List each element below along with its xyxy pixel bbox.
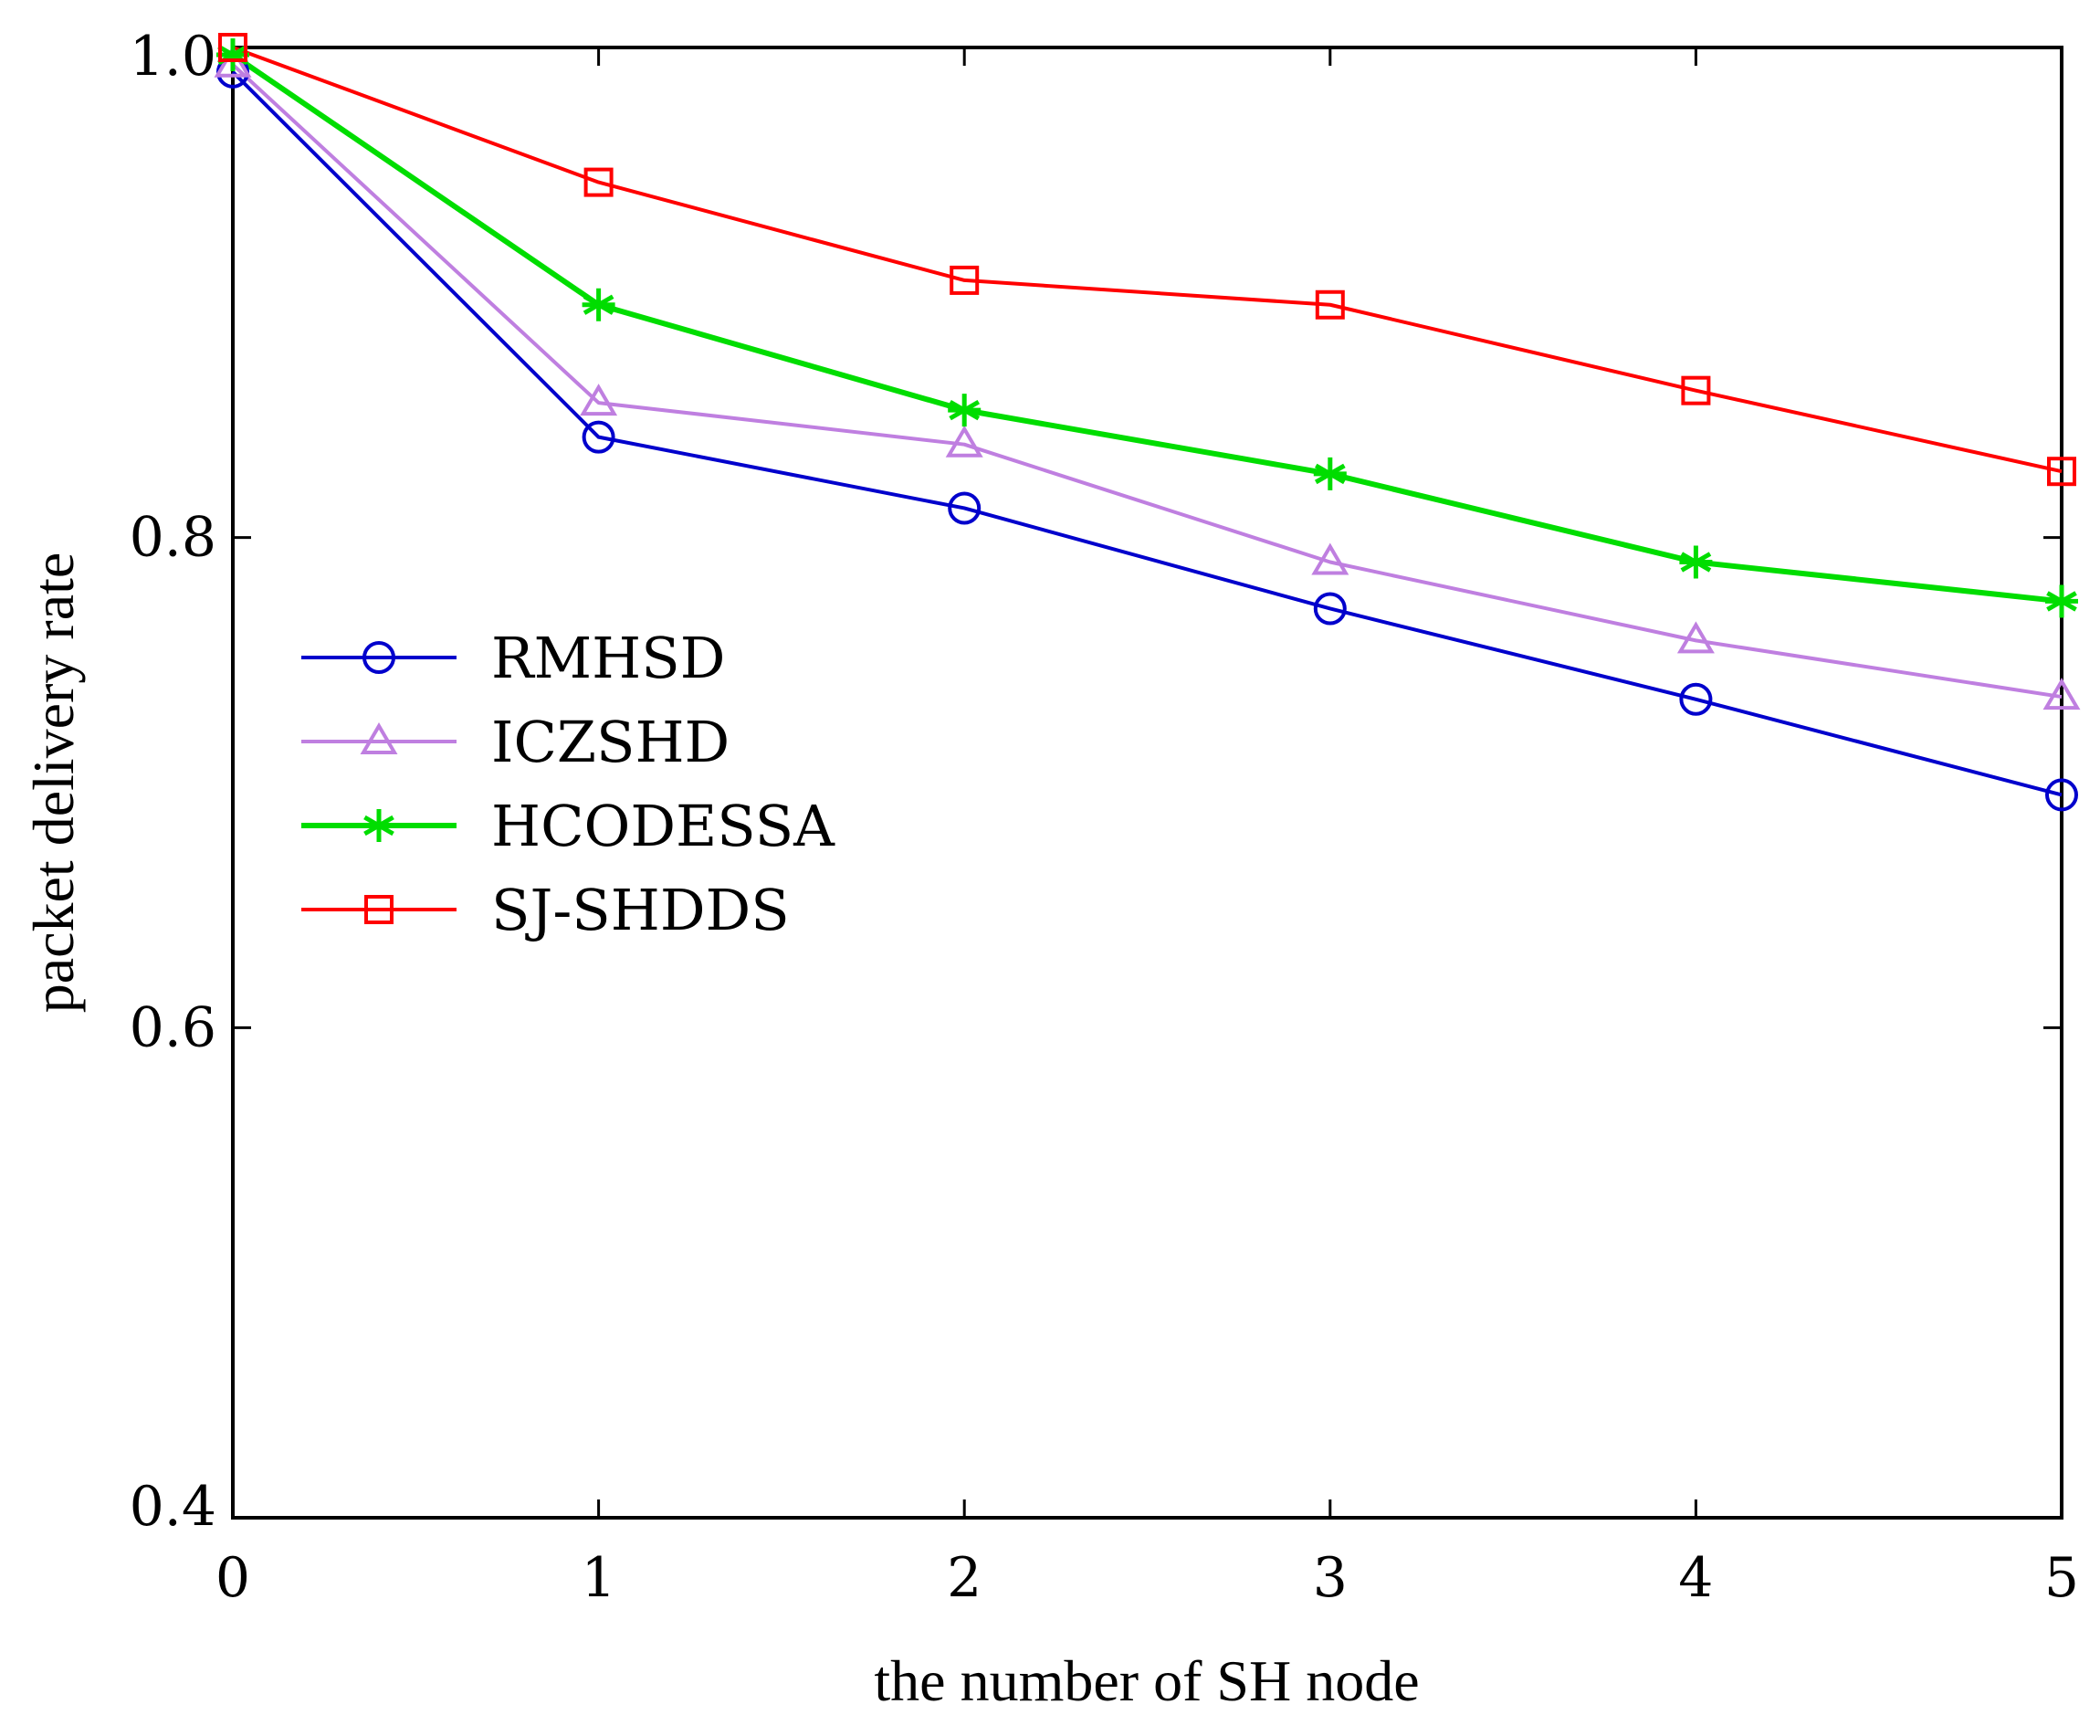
data-point-hcodessa: [2045, 584, 2078, 618]
series-line-hcodessa: [231, 52, 2063, 605]
legend: RMHSD ICZSHD HCODESSA SJ-SHDDS: [301, 625, 835, 943]
legend-marker-sj-shdds: [364, 895, 394, 924]
series-line-sj-shdds: [232, 46, 2063, 474]
legend-marker-rmhsd: [362, 641, 395, 674]
data-point-sj-shdds: [950, 265, 980, 295]
data-point-rmhsd: [948, 491, 982, 525]
series-line-rmhsd: [231, 70, 2063, 797]
y-tick-label: 0.4: [130, 1475, 216, 1539]
x-tick-label: 0: [215, 1546, 250, 1610]
data-point-rmhsd: [1313, 592, 1347, 626]
series-lines: [231, 46, 2063, 797]
legend-marker-hcodessa: [362, 809, 395, 842]
legend-label-iczshd: ICZSHD: [491, 709, 730, 775]
axis-ticks: 0 1 2 3 4 5 0.4 0.6 0.8 1.0: [130, 25, 2080, 1610]
data-point-hcodessa: [1313, 457, 1347, 490]
data-point-hcodessa: [582, 288, 615, 321]
data-point-rmhsd: [2045, 778, 2078, 812]
data-point-hcodessa: [948, 394, 982, 427]
data-point-iczshd: [945, 425, 983, 458]
data-point-iczshd: [1311, 542, 1349, 575]
legend-label-hcodessa: HCODESSA: [491, 793, 835, 859]
y-tick-label: 0.6: [130, 995, 216, 1059]
data-point-hcodessa: [1679, 545, 1713, 579]
x-tick-label: 4: [1678, 1546, 1713, 1610]
x-axis-title: the number of SH node: [874, 1648, 1419, 1713]
x-tick-label: 5: [2044, 1546, 2079, 1610]
y-tick-label: 1.0: [130, 25, 216, 89]
data-point-rmhsd: [582, 420, 615, 454]
legend-marker-iczshd: [360, 722, 398, 754]
series-markers: [214, 33, 2081, 812]
y-tick-label: 0.8: [130, 506, 216, 570]
series-line-iczshd: [231, 63, 2063, 700]
y-axis-title: packet delivery rate: [21, 552, 86, 1014]
x-tick-label: 3: [1313, 1546, 1348, 1610]
data-point-sj-shdds: [218, 33, 247, 62]
data-point-iczshd: [2042, 678, 2081, 710]
data-point-iczshd: [1676, 621, 1715, 654]
data-point-iczshd: [580, 384, 618, 416]
legend-label-rmhsd: RMHSD: [491, 625, 725, 691]
data-point-iczshd: [214, 45, 252, 78]
x-tick-label: 2: [947, 1546, 982, 1610]
data-point-sj-shdds: [1681, 375, 1711, 405]
x-tick-label: 1: [582, 1546, 616, 1610]
legend-label-sj-shdds: SJ-SHDDS: [491, 877, 790, 943]
data-point-sj-shdds: [2047, 457, 2076, 487]
data-point-sj-shdds: [1315, 289, 1345, 320]
data-point-rmhsd: [1679, 682, 1713, 716]
data-point-sj-shdds: [583, 167, 614, 197]
plot-frame: [231, 46, 2063, 1520]
